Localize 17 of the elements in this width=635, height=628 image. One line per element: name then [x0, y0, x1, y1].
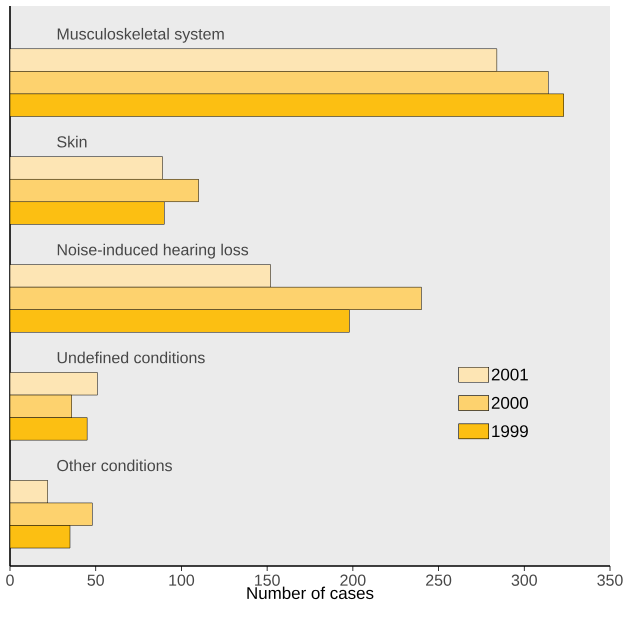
y-tick-label: Noise-induced hearing loss — [58, 244, 248, 259]
x-tick-label: 50 — [87, 574, 104, 586]
y-tick-label: Undefined conditions — [58, 352, 205, 364]
legend-label: 2000 — [492, 396, 528, 409]
x-axis-title: Number of cases — [247, 586, 374, 600]
x-tick-label: 150 — [255, 574, 280, 586]
y-tick-label: Musculoskeletal system — [58, 28, 224, 43]
x-tick-label: 300 — [512, 574, 537, 586]
x-tick-label: 250 — [426, 574, 452, 586]
y-tick-label: Other conditions — [57, 460, 172, 472]
x-tick-label: 100 — [169, 574, 194, 586]
legend-label: 1999 — [492, 425, 528, 438]
x-tick-label: 0 — [6, 574, 14, 586]
x-tick-label: 200 — [340, 574, 366, 586]
legend-label: 2001 — [492, 368, 528, 381]
x-tick-label: 350 — [597, 574, 623, 586]
y-tick-label: Skin — [57, 136, 86, 148]
